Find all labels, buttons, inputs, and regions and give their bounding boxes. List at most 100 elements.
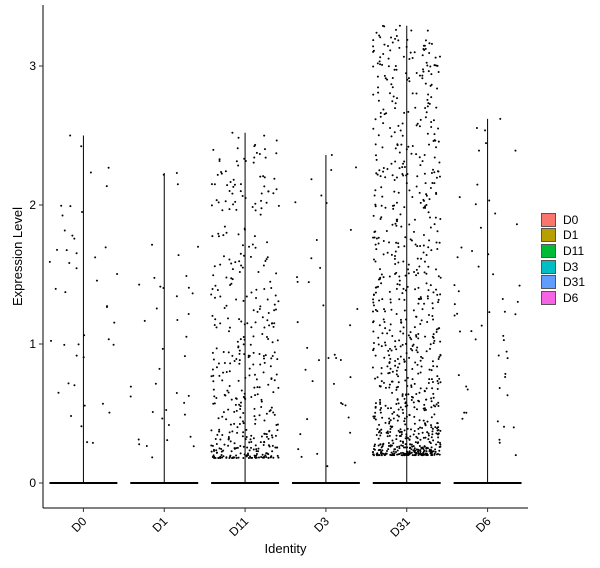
data-point <box>424 47 427 50</box>
data-point <box>259 213 262 216</box>
data-point <box>438 355 441 358</box>
data-point <box>416 175 419 178</box>
data-point <box>378 169 381 172</box>
data-point <box>252 448 255 451</box>
data-point <box>347 416 350 419</box>
data-point <box>255 296 258 299</box>
data-point <box>192 445 195 448</box>
data-point <box>394 160 397 163</box>
data-point <box>416 245 419 248</box>
data-point <box>421 74 424 77</box>
data-point <box>405 393 408 396</box>
data-point <box>267 383 270 386</box>
data-point <box>216 173 219 176</box>
data-point <box>238 318 241 321</box>
data-point <box>431 181 434 184</box>
data-point <box>419 438 422 441</box>
data-point <box>374 377 377 380</box>
axis-labels: Identity Expression Level <box>10 207 307 556</box>
data-point <box>424 423 427 426</box>
data-point <box>386 251 389 254</box>
data-point <box>349 228 352 231</box>
data-point <box>402 358 405 361</box>
data-point <box>380 407 383 410</box>
data-point <box>438 161 441 164</box>
data-point <box>226 184 229 187</box>
data-point <box>389 126 392 129</box>
data-point <box>372 127 375 130</box>
data-point <box>382 108 385 111</box>
data-point <box>428 239 431 242</box>
data-point <box>380 366 383 369</box>
data-point <box>388 422 391 425</box>
data-point <box>239 416 242 419</box>
data-point <box>177 254 180 257</box>
data-point <box>222 351 225 354</box>
data-point <box>428 51 431 54</box>
data-point <box>376 428 379 431</box>
data-point <box>356 307 359 310</box>
data-point <box>242 299 245 302</box>
data-point <box>270 377 273 380</box>
data-point <box>390 380 393 383</box>
data-point <box>410 29 413 32</box>
data-point <box>377 86 380 89</box>
data-point <box>296 276 299 279</box>
data-point <box>379 175 382 178</box>
data-point <box>388 329 391 332</box>
data-point <box>430 450 433 453</box>
data-point <box>225 418 228 421</box>
data-point <box>408 413 411 416</box>
data-point <box>415 153 418 156</box>
data-point <box>183 413 186 416</box>
data-point <box>439 443 442 446</box>
data-point <box>212 380 215 383</box>
data-point <box>73 384 76 387</box>
data-point <box>408 223 411 226</box>
x-tick-label: D11 <box>226 514 251 539</box>
data-point <box>437 358 440 361</box>
data-point <box>437 298 440 301</box>
data-point <box>380 372 383 375</box>
data-point <box>225 456 228 459</box>
data-point <box>395 438 398 441</box>
data-point <box>435 106 438 109</box>
data-point <box>265 452 268 455</box>
data-point <box>162 173 165 176</box>
data-point <box>275 272 278 275</box>
data-point <box>233 359 236 362</box>
data-point <box>222 255 225 258</box>
data-point <box>429 226 432 229</box>
data-point <box>430 436 433 439</box>
data-point <box>437 127 440 130</box>
data-point <box>228 370 231 373</box>
data-point <box>382 167 385 170</box>
data-point <box>271 436 274 439</box>
data-point <box>240 389 243 392</box>
data-point <box>380 432 383 434</box>
data-point <box>306 346 309 349</box>
data-point <box>406 78 409 81</box>
data-point <box>375 237 378 240</box>
data-point <box>372 310 374 313</box>
data-point <box>432 450 435 453</box>
data-point <box>422 436 425 439</box>
data-point <box>253 373 256 376</box>
data-point <box>374 402 377 405</box>
data-point <box>91 441 94 444</box>
data-point <box>433 413 436 416</box>
data-point <box>226 389 229 392</box>
data-point <box>385 449 388 452</box>
data-point <box>506 394 509 397</box>
data-point <box>414 288 417 291</box>
legend-swatch <box>541 259 556 274</box>
data-point <box>257 271 260 274</box>
data-point <box>391 391 394 394</box>
data-point <box>425 194 428 197</box>
data-point <box>398 447 401 450</box>
data-point <box>421 426 424 429</box>
data-point <box>435 64 438 67</box>
data-point <box>151 411 154 414</box>
data-point <box>514 313 517 316</box>
data-point <box>391 412 394 415</box>
